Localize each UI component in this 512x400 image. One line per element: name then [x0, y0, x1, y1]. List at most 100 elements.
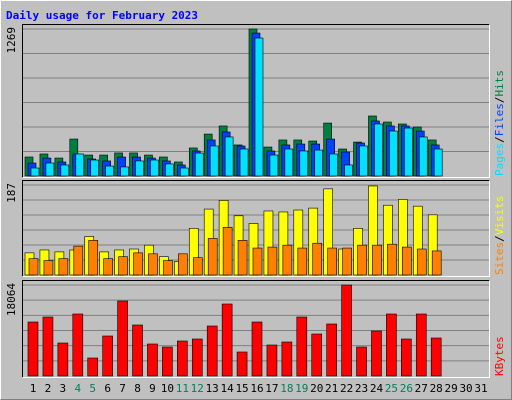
x-tick-label: 13: [206, 382, 219, 395]
x-tick-label: 15: [235, 382, 248, 395]
x-tick-label: 26: [400, 382, 413, 395]
bar: [237, 240, 248, 276]
bar: [371, 330, 382, 377]
bar: [147, 343, 158, 377]
bar: [135, 160, 144, 177]
bar: [239, 148, 249, 177]
bar: [401, 338, 412, 377]
bar: [386, 313, 397, 377]
x-tick-label: 21: [325, 382, 338, 395]
legend-separator: /: [493, 136, 506, 143]
legend-entry: Files: [493, 103, 506, 136]
legend: Sites/Visits: [493, 196, 506, 276]
bar: [45, 162, 55, 177]
bar: [222, 227, 233, 276]
panel-edge-dark: [22, 24, 490, 178]
bar: [102, 335, 113, 377]
bar: [132, 324, 143, 377]
bar: [180, 167, 189, 177]
bar: [105, 165, 114, 177]
bar: [194, 152, 204, 177]
bar: [431, 250, 442, 276]
bar: [87, 357, 99, 377]
bar: [150, 159, 159, 177]
bar: [342, 247, 352, 276]
bar: [60, 164, 70, 177]
legend-separator: /: [493, 97, 506, 104]
x-tick-label: 24: [370, 382, 384, 395]
x-tick-label: 20: [310, 382, 323, 395]
bar: [178, 253, 188, 276]
bar: [27, 321, 39, 377]
x-tick-label: 27: [415, 382, 428, 395]
bar: [356, 346, 367, 377]
panel-edge-dark: [22, 180, 490, 277]
bar: [43, 260, 54, 276]
bar: [267, 246, 278, 276]
bar: [192, 257, 203, 276]
bar: [88, 240, 99, 276]
bar: [281, 341, 293, 377]
x-tick-label: 18: [280, 382, 293, 395]
bar: [236, 351, 248, 377]
x-tick-label: 29: [445, 382, 458, 395]
legend: Pages/Files/Hits: [493, 70, 506, 176]
bar: [359, 145, 368, 177]
bar: [28, 258, 39, 276]
bar: [404, 127, 413, 177]
x-tick-label: 6: [104, 382, 111, 395]
chart-title: Daily usage for February 2023: [6, 9, 198, 22]
bar: [90, 159, 100, 177]
bar: [163, 260, 173, 276]
x-tick-label: 28: [430, 382, 443, 395]
bar: [117, 300, 128, 377]
bar: [148, 253, 158, 276]
x-tick-label: 12: [191, 382, 204, 395]
x-tick-label: 9: [149, 382, 156, 395]
bar: [206, 325, 218, 377]
bar: [402, 246, 412, 276]
bar: [357, 244, 367, 276]
bar: [296, 316, 308, 377]
bar: [418, 136, 428, 177]
bar: [341, 284, 352, 377]
bar: [221, 303, 233, 377]
bar: [75, 153, 85, 177]
x-tick-label: 23: [355, 382, 368, 395]
bar: [326, 323, 337, 377]
bar: [284, 148, 294, 177]
x-tick-label: 10: [161, 382, 174, 395]
legend-entry: Sites: [493, 242, 506, 275]
bar: [312, 242, 323, 276]
bar: [165, 163, 174, 177]
x-tick-label: 1: [30, 382, 37, 395]
bar: [207, 238, 218, 276]
bar: [269, 154, 279, 177]
bar: [251, 321, 263, 377]
bar: [297, 247, 308, 276]
x-tick-label: 2: [45, 382, 52, 395]
panel-edge-light: [22, 24, 490, 178]
y-tick-label: 18064: [5, 283, 18, 316]
y-tick-label: 187: [5, 183, 18, 203]
x-tick-label: 17: [265, 382, 278, 395]
bar: [73, 245, 84, 276]
bar: [430, 337, 442, 377]
y-tick-label: 1269: [5, 27, 18, 54]
bar: [254, 37, 264, 177]
panel-edge-light: [22, 180, 490, 277]
bar: [42, 316, 54, 377]
bar: [282, 244, 293, 276]
x-tick-label: 14: [221, 382, 235, 395]
bar: [314, 149, 324, 177]
bar: [433, 148, 443, 177]
bar: [224, 136, 234, 177]
bar: [177, 340, 188, 377]
bar: [133, 252, 143, 276]
x-tick-label: 22: [340, 382, 353, 395]
bar: [344, 164, 353, 177]
bar: [57, 342, 69, 377]
bar: [191, 338, 203, 377]
